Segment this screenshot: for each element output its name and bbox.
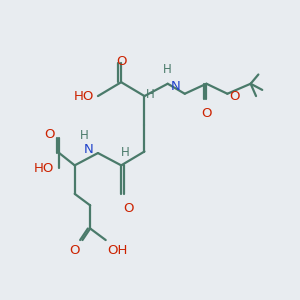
Text: H: H (146, 88, 155, 101)
Text: OH: OH (107, 244, 128, 257)
Text: N: N (171, 80, 181, 92)
Text: N: N (84, 143, 93, 157)
Text: O: O (124, 202, 134, 214)
Text: O: O (229, 90, 239, 103)
Text: O: O (201, 107, 212, 120)
Text: HO: HO (34, 162, 55, 175)
Text: HO: HO (74, 90, 94, 103)
Text: H: H (163, 63, 172, 76)
Text: H: H (80, 129, 89, 142)
Text: O: O (116, 55, 127, 68)
Text: H: H (121, 146, 130, 159)
Text: O: O (44, 128, 55, 141)
Text: O: O (70, 244, 80, 257)
